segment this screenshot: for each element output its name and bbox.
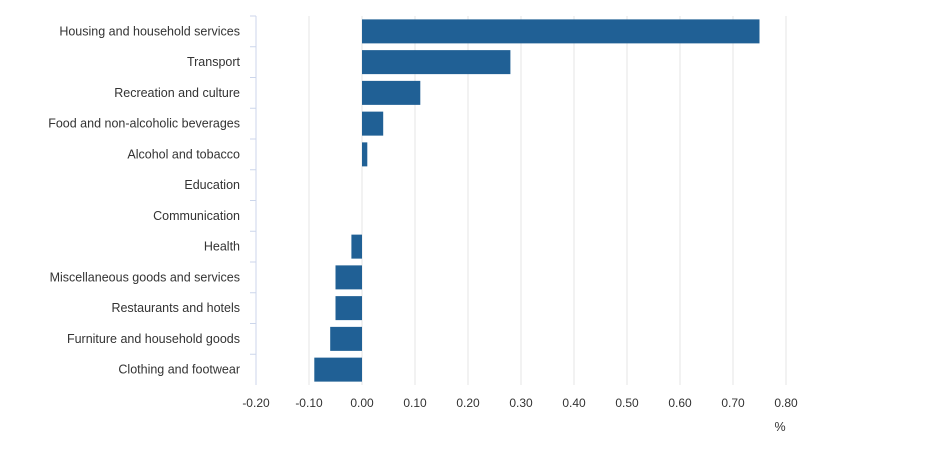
bar xyxy=(362,80,421,105)
bar xyxy=(330,326,362,351)
x-tick-label: 0.60 xyxy=(668,396,692,410)
category-labels: Housing and household services Transport R… xyxy=(48,15,256,377)
bar xyxy=(335,265,362,290)
bar xyxy=(314,357,362,382)
bar xyxy=(362,142,368,167)
x-tick-label: 0.50 xyxy=(615,396,639,410)
x-tick-label: 0.10 xyxy=(403,396,427,410)
category-label: Recreation and culture xyxy=(114,86,240,100)
x-tick-label: 0.70 xyxy=(721,396,745,410)
category-label: Health xyxy=(204,240,240,254)
x-tick-labels: -0.20 -0.10 0.00 0.10 0.20 0.30 0.40 0.50 0.60 0.… xyxy=(242,396,798,410)
category-label: Miscellaneous goods and services xyxy=(50,270,240,284)
category-label: Food and non-alcoholic beverages xyxy=(48,117,240,131)
x-tick-label: -0.20 xyxy=(242,396,270,410)
x-tick-label: 0.40 xyxy=(562,396,586,410)
category-label: Communication xyxy=(153,209,240,223)
bar xyxy=(362,50,511,75)
bar xyxy=(362,111,384,136)
category-label: Furniture and household goods xyxy=(67,332,240,346)
category-label: Transport xyxy=(187,55,241,69)
bars xyxy=(314,19,760,382)
x-tick-label: 0.80 xyxy=(774,396,798,410)
bar xyxy=(351,234,362,259)
gridlines xyxy=(255,16,787,385)
category-label: Housing and household services xyxy=(59,24,240,38)
x-tick-label: 0.00 xyxy=(350,396,374,410)
x-tick-label: -0.10 xyxy=(295,396,323,410)
category-label: Alcohol and tobacco xyxy=(127,147,240,161)
x-axis-unit-label: % xyxy=(774,420,785,434)
category-label: Restaurants and hotels xyxy=(111,301,240,315)
x-tick-label: 0.20 xyxy=(456,396,480,410)
bar xyxy=(335,296,362,321)
bar xyxy=(362,19,760,44)
x-tick-label: 0.30 xyxy=(509,396,533,410)
category-label: Clothing and footwear xyxy=(118,363,240,377)
category-label: Education xyxy=(184,178,240,192)
